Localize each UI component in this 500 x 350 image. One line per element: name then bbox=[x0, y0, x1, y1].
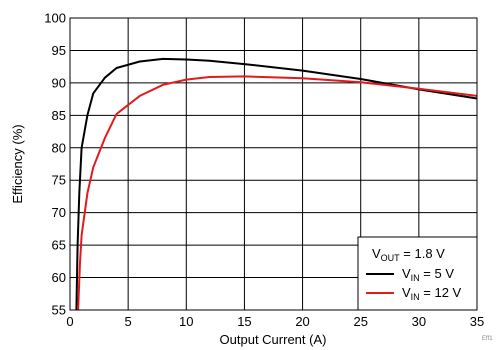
y-tick-label: 80 bbox=[52, 140, 66, 155]
y-tick-label: 85 bbox=[52, 108, 66, 123]
x-tick-label: 35 bbox=[470, 314, 484, 329]
series-line-1 bbox=[75, 57, 478, 311]
figure-id: Eff1 bbox=[482, 336, 493, 342]
legend-header: VOUT = 1.8 V bbox=[372, 246, 445, 263]
x-tick-label: 5 bbox=[125, 314, 132, 329]
y-axis-ticks: 55 60 65 70 75 80 85 90 95 100 bbox=[44, 11, 66, 318]
x-tick-label: 20 bbox=[295, 314, 309, 329]
legend-entry-2: VIN = 12 V bbox=[402, 285, 462, 302]
x-tick-label: 30 bbox=[412, 314, 426, 329]
x-axis-title: Output Current (A) bbox=[220, 332, 327, 347]
y-axis-title: Efficiency (%) bbox=[10, 124, 25, 203]
y-tick-label: 90 bbox=[52, 75, 66, 90]
y-tick-label: 75 bbox=[52, 173, 66, 188]
x-axis-ticks: 0 5 10 15 20 25 30 35 bbox=[66, 314, 484, 329]
x-tick-label: 25 bbox=[353, 314, 367, 329]
legend: VOUT = 1.8 V VIN = 5 V VIN = 12 V bbox=[357, 236, 478, 311]
y-tick-label: 55 bbox=[52, 303, 66, 318]
x-tick-label: 15 bbox=[237, 314, 251, 329]
x-tick-label: 0 bbox=[66, 314, 73, 329]
y-tick-label: 70 bbox=[52, 205, 66, 220]
y-tick-label: 95 bbox=[52, 43, 66, 58]
plot-frame bbox=[69, 17, 478, 311]
y-tick-label: 60 bbox=[52, 270, 66, 285]
series-line-2 bbox=[77, 75, 478, 311]
grid-lines bbox=[70, 18, 477, 310]
y-tick-label: 65 bbox=[52, 238, 66, 253]
series-layer bbox=[75, 57, 478, 311]
y-tick-label: 100 bbox=[44, 11, 66, 26]
legend-entry-1: VIN = 5 V bbox=[402, 266, 454, 283]
x-tick-label: 10 bbox=[179, 314, 193, 329]
